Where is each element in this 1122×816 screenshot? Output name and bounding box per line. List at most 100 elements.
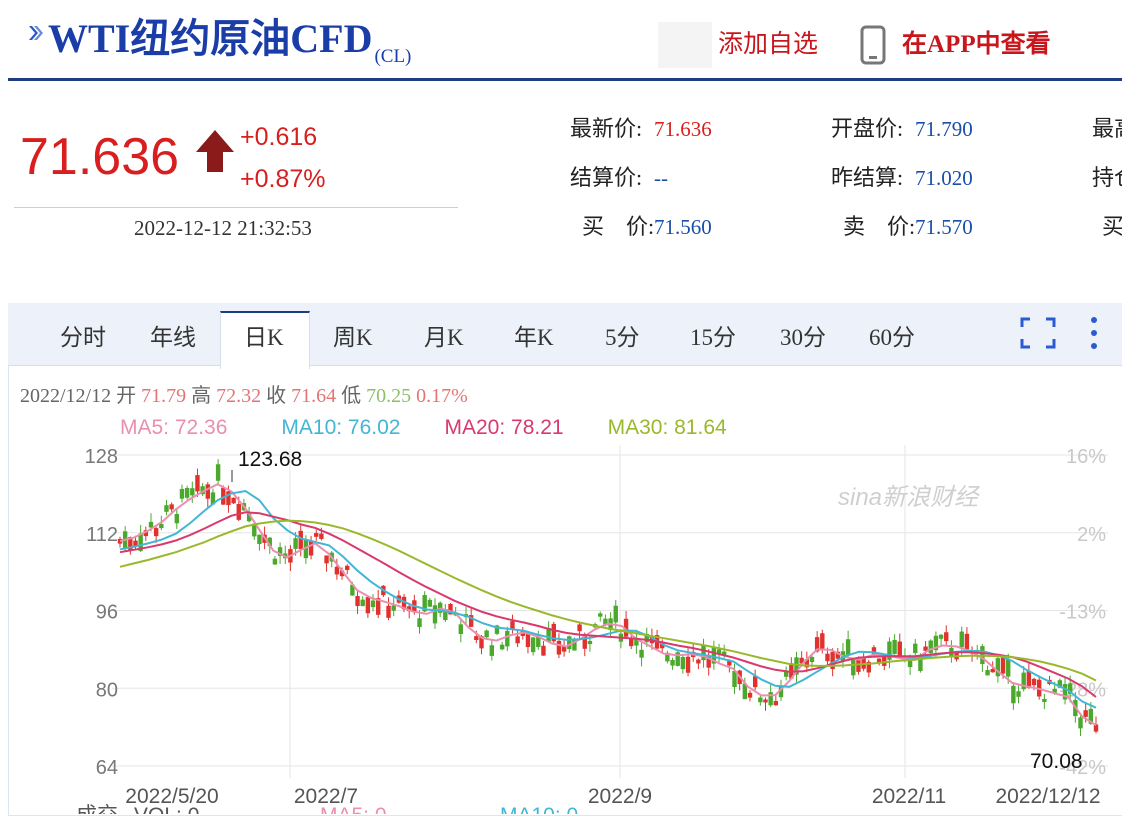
candle-body — [721, 651, 727, 656]
candle-body — [1078, 717, 1083, 729]
ma5-legend: MA5: 72.36 — [120, 416, 228, 439]
candle-body — [887, 641, 892, 660]
field-value-ask: 71.570 — [915, 215, 973, 239]
candle-body — [820, 633, 825, 649]
candle-body — [215, 464, 221, 481]
max-price-label: 123.68 — [238, 448, 302, 471]
candle-body — [474, 636, 479, 641]
candle-body — [1083, 710, 1088, 717]
candle-body — [205, 484, 210, 499]
ma-line-ma30 — [119, 519, 1097, 682]
x-tick-label: 2022/5/20 — [125, 785, 218, 808]
x-tick-label: 2022/9 — [588, 785, 652, 808]
candle-body — [561, 646, 567, 652]
candle-body — [1021, 672, 1026, 690]
candle-body — [1093, 724, 1099, 732]
view-in-app-button[interactable]: 在APP中查看 — [902, 31, 1051, 58]
candle-body — [1057, 680, 1063, 688]
field-label-latest: 最新价: — [570, 116, 643, 141]
tab-15min[interactable]: 15分 — [690, 325, 736, 350]
field-label-ask: 卖 价: — [843, 214, 916, 239]
tab-30min[interactable]: 30分 — [780, 325, 826, 350]
volume-legend-item: 成交 — [76, 804, 118, 814]
candle-body — [1067, 683, 1073, 694]
header-divider — [8, 78, 1122, 81]
candle-body — [494, 625, 500, 634]
candle-body — [1000, 657, 1006, 674]
candle-body — [907, 659, 913, 668]
candle-body — [499, 644, 505, 650]
candle-body — [747, 692, 753, 698]
low-value: 70.25 — [366, 385, 412, 407]
tab-weekly-k[interactable]: 周K — [333, 325, 373, 350]
candle-body — [752, 676, 758, 688]
candle-body — [809, 656, 815, 663]
x-tick-label: 2022/11 — [872, 785, 946, 808]
candle-body — [345, 565, 350, 570]
candle-body — [706, 655, 711, 668]
candle-body — [339, 570, 345, 577]
ohlc-date: 2022/12/12 — [20, 385, 112, 407]
add-favorite-button[interactable]: 添加自选 — [718, 31, 819, 58]
ma20-legend: MA20: 78.21 — [444, 416, 564, 439]
candle-body — [117, 538, 123, 544]
candle-body — [598, 613, 603, 617]
candle-body — [324, 555, 329, 564]
candle-body — [314, 533, 319, 537]
candle-body — [536, 637, 541, 647]
candle-body — [577, 624, 582, 632]
fullscreen-icon[interactable] — [1020, 317, 1056, 349]
candle-body — [257, 534, 262, 545]
contract-code: (CL) — [374, 46, 412, 67]
candle-body — [546, 627, 551, 642]
tab-daily-k[interactable]: 日K — [244, 325, 284, 350]
candle-body — [727, 661, 732, 666]
candle-body — [272, 558, 278, 565]
candle-body — [851, 660, 856, 676]
up-arrow-icon — [196, 130, 234, 172]
tab-5min[interactable]: 5分 — [605, 325, 640, 350]
tab-year-line[interactable]: 年线 — [150, 325, 196, 350]
tab-yearly-k[interactable]: 年K — [514, 325, 554, 350]
candle-body — [370, 600, 376, 608]
candle-body — [417, 618, 422, 628]
ohlc-info: 2022/12/12 开 71.79 高 72.32 收 71.64 低 70.… — [20, 382, 468, 410]
tab-time-share[interactable]: 分时 — [60, 325, 106, 350]
candle-body — [308, 540, 314, 556]
candle-body — [938, 634, 944, 639]
candle-body — [629, 638, 634, 647]
pct-tick-label: 2% — [1077, 524, 1106, 546]
y-tick-label: 96 — [96, 602, 118, 624]
candle-body — [190, 488, 195, 496]
candle-body — [350, 584, 355, 596]
candle-body — [830, 651, 835, 670]
candle-body — [525, 633, 531, 648]
candle-body — [148, 521, 154, 528]
candle-body — [871, 647, 877, 654]
more-vertical-icon[interactable] — [1086, 315, 1102, 351]
ma-line-ma10 — [119, 489, 1097, 709]
candle-body — [882, 656, 887, 666]
candle-body — [427, 599, 433, 607]
ma-line-ma20 — [119, 511, 1097, 698]
candle-body — [613, 605, 618, 623]
candle-body — [169, 504, 174, 510]
candle-body — [153, 528, 159, 537]
candle-body — [876, 658, 882, 664]
candle-body — [696, 659, 701, 664]
candle-body — [184, 488, 190, 498]
pct-tick-label: -13% — [1059, 602, 1106, 624]
candle-body — [660, 643, 665, 649]
candle-body — [964, 633, 970, 650]
watermark: sina新浪财经 — [838, 484, 981, 511]
field-label-open-interest: 持仓 — [1092, 165, 1122, 190]
tab-monthly-k[interactable]: 月K — [424, 325, 464, 350]
ma30-legend: MA30: 81.64 — [607, 416, 727, 439]
candle-body — [334, 566, 340, 575]
tab-60min[interactable]: 60分 — [869, 325, 915, 350]
candle-body — [226, 491, 231, 506]
candle-body — [391, 605, 396, 611]
candle-body — [1026, 670, 1032, 688]
candle-body — [515, 636, 520, 644]
